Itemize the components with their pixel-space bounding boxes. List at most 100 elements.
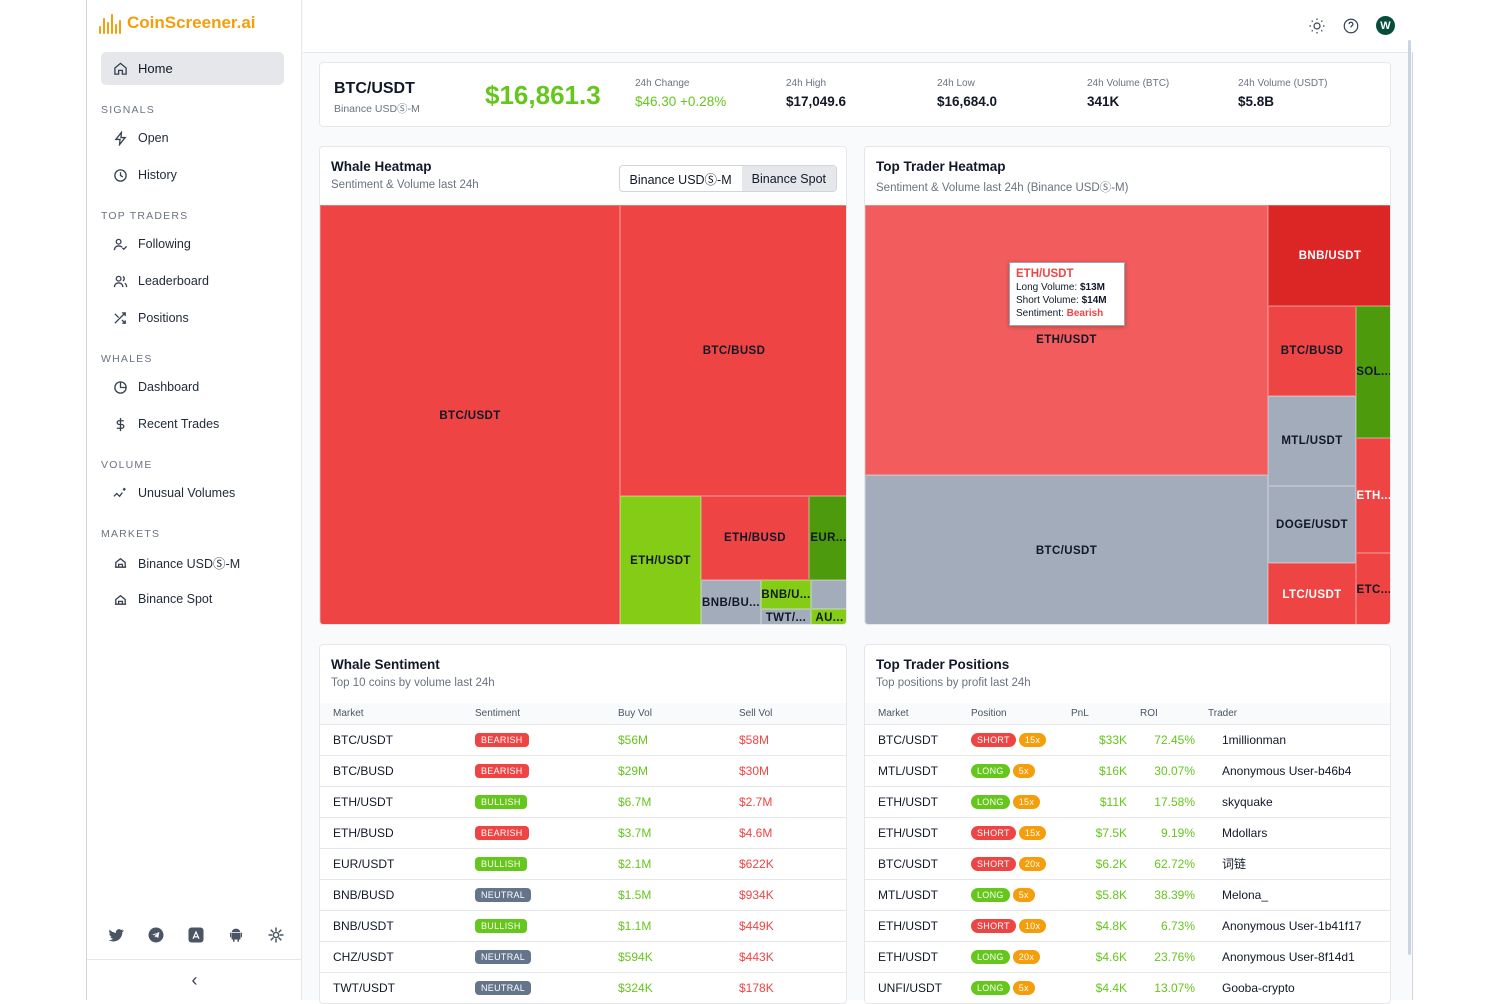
heatmap-tile[interactable]: BTC/USDT <box>320 205 620 624</box>
roi-cell: 72.45% <box>1127 723 1195 755</box>
tab-binance-spot[interactable]: Binance Spot <box>741 166 836 191</box>
table-row[interactable]: MTL/USDT LONG 5x $16K 30.07% Anonymous User-b… <box>865 754 1390 786</box>
table-row[interactable]: EUR/USDT BULLISH $2.1M $622K <box>320 847 846 879</box>
android-icon[interactable] <box>227 926 245 944</box>
position-cell: LONG 15x <box>958 785 1058 817</box>
table-row[interactable]: BNB/BUSD NEUTRAL $1.5M $934K <box>320 878 846 910</box>
column-header[interactable]: Sentiment <box>462 703 605 724</box>
ticker-exchange: Binance USDⓈ-M <box>334 103 420 115</box>
avatar[interactable]: W <box>1376 16 1395 35</box>
trader-cell[interactable]: 1millionman <box>1195 723 1390 755</box>
heatmap-tile[interactable]: DOGE/USDT <box>1268 486 1356 563</box>
heatmap-tile[interactable]: BNB/USDT <box>1268 205 1390 306</box>
heatmap-tile[interactable]: MTL/USDT <box>1268 396 1356 486</box>
sidebar-item-unusual-volumes[interactable]: Unusual Volumes <box>113 483 235 503</box>
trader-cell[interactable]: skyquake <box>1195 785 1390 817</box>
heatmap-tile[interactable]: SOL... <box>1356 306 1390 438</box>
table-row[interactable]: MTL/USDT LONG 5x $5.8K 38.39% Melona_ <box>865 878 1390 910</box>
stat-24h-change: 24h Change $46.30 +0.28% <box>635 78 726 109</box>
table-row[interactable]: ETH/USDT LONG 15x $11K 17.58% skyquake <box>865 785 1390 817</box>
heatmap-tile[interactable]: BTC/USDT <box>865 475 1268 624</box>
heatmap-tile[interactable]: ETH/USDT <box>865 205 1268 475</box>
market-cell: ETH/USDT <box>320 785 462 817</box>
table-row[interactable]: TWT/USDT NEUTRAL $324K $178K <box>320 971 846 1003</box>
sidebar-item-home[interactable]: Home <box>101 52 284 85</box>
trader-treemap: ETH/USDT BTC/USDT BNB/USDT BTC/BUSD SOL.… <box>865 205 1390 624</box>
sidebar-item-history[interactable]: History <box>113 165 177 185</box>
sidebar-item-dashboard[interactable]: Dashboard <box>113 377 199 397</box>
trader-cell[interactable]: Anonymous User-8f14d1 <box>1195 940 1390 972</box>
heatmap-tile[interactable]: TWT/... <box>761 609 811 624</box>
heatmap-tile[interactable]: BNB/BU... <box>701 580 761 624</box>
table-row[interactable]: CHZ/USDT NEUTRAL $594K $443K <box>320 940 846 972</box>
trader-cell[interactable]: Gooba-crypto <box>1195 971 1390 1003</box>
heatmap-tile[interactable]: ETH... <box>1356 438 1390 553</box>
table-row[interactable]: BTC/BUSD BEARISH $29M $30M <box>320 754 846 786</box>
column-header[interactable]: Sell Vol <box>726 703 846 724</box>
heatmap-tile[interactable]: EUR... <box>809 496 846 580</box>
trader-cell[interactable]: 词链 <box>1195 847 1390 879</box>
heatmap-tile[interactable]: AU... <box>811 609 846 624</box>
sidebar-item-following[interactable]: Following <box>113 234 191 254</box>
sidebar-item-label: Recent Trades <box>138 417 220 431</box>
table-row[interactable]: BNB/USDT BULLISH $1.1M $449K <box>320 909 846 941</box>
table-row[interactable]: ETH/BUSD BEARISH $3.7M $4.6M <box>320 816 846 848</box>
column-header[interactable]: Market <box>865 703 958 724</box>
column-header[interactable]: Position <box>958 703 1058 724</box>
leverage-badge: 15x <box>1012 795 1041 809</box>
trader-cell[interactable]: Anonymous User-1b41f17 <box>1195 909 1390 941</box>
column-header[interactable]: ROI <box>1127 703 1195 724</box>
table-row[interactable]: BTC/USDT SHORT 20x $6.2K 62.72% 词链 <box>865 847 1390 879</box>
tooltip-sentiment: Sentiment: Bearish <box>1016 308 1104 319</box>
position-cell: LONG 5x <box>958 878 1058 910</box>
table-row[interactable]: ETH/USDT LONG 20x $4.6K 23.76% Anonymous User… <box>865 940 1390 972</box>
sidebar-item-open[interactable]: Open <box>113 128 169 148</box>
table-row[interactable]: ETH/USDT BULLISH $6.7M $2.7M <box>320 785 846 817</box>
whale-sentiment-table: Market Sentiment Buy Vol Sell Vol BTC/US… <box>320 703 846 1003</box>
tab-binance-usdm[interactable]: Binance USDⓈ-M <box>629 173 732 187</box>
heatmap-tile[interactable]: ETH/BUSD <box>701 496 809 580</box>
heatmap-tile[interactable]: ETH/USDT <box>620 496 701 624</box>
heatmap-tile[interactable]: ETC... <box>1356 553 1390 624</box>
page-scrollbar[interactable] <box>1408 40 1411 955</box>
table-row[interactable]: UNFI/USDT LONG 5x $4.4K 13.07% Gooba-crypto <box>865 971 1390 1003</box>
heatmap-tile[interactable]: BTC/BUSD <box>620 205 846 496</box>
market-cell: ETH/BUSD <box>320 816 462 848</box>
sidebar-item-binance-usdm[interactable]: Binance USDⓈ-M <box>113 552 240 572</box>
telegram-icon[interactable] <box>147 926 165 944</box>
heatmap-tile[interactable]: BTC/BUSD <box>1268 306 1356 396</box>
sentiment-badge: NEUTRAL <box>475 950 532 964</box>
heatmap-tile[interactable]: LTC/USDT <box>1268 563 1356 624</box>
trader-cell[interactable]: Melona_ <box>1195 878 1390 910</box>
sidebar-item-positions[interactable]: Positions <box>113 308 189 328</box>
trader-cell[interactable]: Anonymous User-b46b4 <box>1195 754 1390 786</box>
sidebar-item-recent-trades[interactable]: Recent Trades <box>113 414 219 434</box>
column-header[interactable]: PnL <box>1058 703 1127 724</box>
sidebar-item-binance-spot[interactable]: Binance Spot <box>113 589 212 609</box>
logo[interactable]: CoinScreener.ai <box>99 12 256 34</box>
chatgpt-icon[interactable] <box>267 926 285 944</box>
table-row[interactable]: BTC/USDT BEARISH $56M $58M <box>320 723 846 755</box>
column-header[interactable]: Trader <box>1195 703 1390 724</box>
pnl-cell: $7.5K <box>1058 816 1127 848</box>
trader-cell[interactable]: Mdollars <box>1195 816 1390 848</box>
tooltip-short: Short Volume: $14M <box>1016 295 1107 306</box>
market-cell: ETH/USDT <box>865 940 958 972</box>
card-title: Whale Sentiment <box>331 657 440 672</box>
help-icon[interactable] <box>1342 17 1360 35</box>
app-store-icon[interactable] <box>187 926 205 944</box>
column-header[interactable]: Buy Vol <box>605 703 726 724</box>
collapse-sidebar-button[interactable]: ‹ <box>87 959 302 1000</box>
twitter-icon[interactable] <box>107 926 125 944</box>
sidebar-item-leaderboard[interactable]: Leaderboard <box>113 271 209 291</box>
sun-icon[interactable] <box>1308 17 1326 35</box>
side-badge: LONG <box>971 950 1010 964</box>
heatmap-tile[interactable]: BNB/U... <box>761 580 811 609</box>
table-row[interactable]: ETH/USDT SHORT 15x $7.5K 9.19% Mdollars <box>865 816 1390 848</box>
table-row[interactable]: BTC/USDT SHORT 15x $33K 72.45% 1millionman <box>865 723 1390 755</box>
heatmap-tile[interactable] <box>811 580 846 609</box>
column-header[interactable]: Market <box>320 703 462 724</box>
table-row[interactable]: ETH/USDT SHORT 10x $4.8K 6.73% Anonymous User… <box>865 909 1390 941</box>
leverage-badge: 20x <box>1018 857 1047 871</box>
side-badge: LONG <box>971 888 1010 902</box>
